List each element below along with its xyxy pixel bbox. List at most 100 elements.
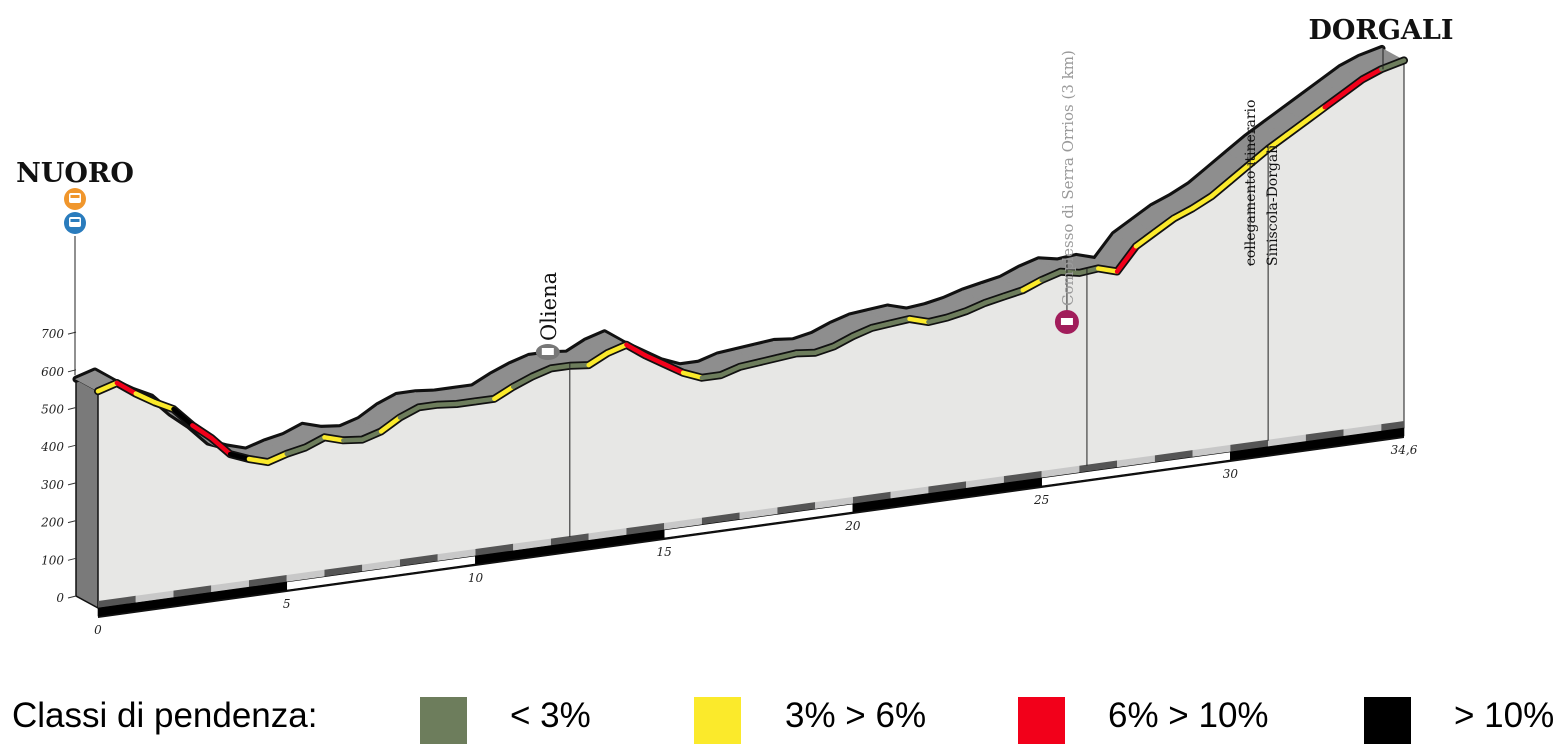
profile-surface <box>72 44 1408 467</box>
legend-swatch-red <box>1018 697 1065 744</box>
y-tick-mark <box>67 595 77 599</box>
bus-glyph-window <box>70 219 80 222</box>
bus-glyph-window <box>70 195 80 198</box>
gradient-segment <box>737 360 761 370</box>
distance-band-segment <box>815 496 853 510</box>
gradient-segment <box>548 363 573 371</box>
distance-band-segment <box>890 486 929 499</box>
gradient-segment <box>794 350 818 356</box>
gradient-segment <box>1341 77 1365 96</box>
gradient-segment <box>95 380 120 394</box>
legend-title: Classi di pendenza: <box>12 696 318 735</box>
y-tick-mark <box>67 557 77 561</box>
gradient-segment <box>435 401 459 407</box>
gradient-segment <box>1020 277 1044 293</box>
gradient-segment <box>359 429 384 442</box>
gradient-segment <box>454 399 478 407</box>
gradient-segment <box>265 451 289 465</box>
y-tick-label: 300 <box>41 478 64 492</box>
gradient-segment <box>926 315 950 325</box>
gradient-segment <box>1001 287 1026 299</box>
gradient-segment <box>1284 118 1309 138</box>
distance-band-block <box>1230 427 1405 461</box>
gradient-segment <box>643 353 667 367</box>
gradient-segment <box>171 406 195 428</box>
town-hall-glyph <box>541 348 554 355</box>
gradient-segment <box>1114 244 1139 274</box>
gradient-segment <box>1322 91 1346 110</box>
y-tick-label: 100 <box>41 553 64 567</box>
gradient-segment <box>1171 206 1195 221</box>
distance-band-segment <box>324 564 363 577</box>
gradient-segment <box>888 316 912 326</box>
gradient-segment <box>850 325 875 339</box>
annotation-label-oliena: Oliena <box>537 272 561 341</box>
gradient-segment <box>378 415 403 434</box>
y-tick-mark <box>67 482 77 486</box>
y-tick-mark <box>67 407 77 410</box>
gradient-segment <box>1077 266 1101 276</box>
annotation-label-collegamento: collegamento itinerario <box>1243 100 1259 266</box>
gradient-segment <box>567 362 591 369</box>
gradient-segment <box>190 423 214 441</box>
x-tick-label: 10 <box>468 571 484 585</box>
profile-side-face <box>75 377 99 610</box>
gradient-segment <box>624 342 648 358</box>
gradient-legend: Classi di pendenza: < 3% 3% > 6% 6% > 10… <box>0 690 1558 744</box>
gradient-segment <box>699 372 724 380</box>
y-tick-mark <box>67 520 77 524</box>
distance-band-segment <box>1041 465 1080 478</box>
gradient-segment <box>473 396 497 404</box>
gradient-segment <box>1039 269 1063 283</box>
y-tick-label: 600 <box>41 365 64 379</box>
legend-swatch-black <box>1364 697 1411 744</box>
distance-band-segment <box>1343 424 1382 437</box>
distance-band-segment <box>550 533 589 546</box>
gradient-segment <box>227 451 252 462</box>
archaeological-site-glyph <box>1060 318 1073 325</box>
annotation-label-collegamento: Siniscola-Dorgali <box>1265 144 1281 266</box>
gradient-segment <box>1190 194 1214 211</box>
distance-band-segment <box>626 522 665 536</box>
gradient-segment <box>775 351 799 361</box>
distance-axis: 0 5 10 15 20 25 30 34,6 <box>94 421 1418 637</box>
legend-label-green: < 3% <box>510 696 591 735</box>
distance-band-segment <box>1079 460 1118 473</box>
distance-band-segment <box>513 538 551 551</box>
annotation-label-serra-orrios: Complesso di Serra Orrios (3 km) <box>1059 50 1077 306</box>
x-tick-label: 15 <box>657 545 672 559</box>
end-town-label: DORGALI <box>1309 15 1454 46</box>
y-tick-label: 0 <box>56 591 64 605</box>
gradient-segment <box>246 456 271 465</box>
gradient-segment <box>963 300 988 314</box>
gradient-segment <box>1246 146 1271 167</box>
distance-band-segment <box>1003 470 1042 484</box>
distance-band-segment <box>211 580 249 593</box>
gradient-segment <box>1265 132 1290 152</box>
gradient-segment <box>341 437 365 443</box>
legend-label-red: 6% > 10% <box>1108 696 1269 735</box>
y-tick-mark <box>67 444 77 448</box>
distance-band-segment <box>1117 455 1155 468</box>
distance-band-segment <box>588 528 627 541</box>
gradient-segment <box>1096 266 1120 274</box>
distance-band-segment <box>98 595 136 608</box>
y-tick-label: 400 <box>40 440 64 454</box>
gradient-segment <box>114 380 138 396</box>
gradient-segment <box>397 405 422 420</box>
distance-band-segment <box>739 507 778 520</box>
distance-band-segment <box>135 590 174 603</box>
gradient-segment <box>492 384 516 402</box>
y-tick-label: 500 <box>41 403 64 417</box>
distance-band-segment <box>1305 429 1344 442</box>
gradient-segment <box>812 344 837 355</box>
legend-label-yellow: 3% > 6% <box>785 696 927 735</box>
gradient-segment <box>510 374 535 390</box>
elevation-axis: 0 100 200 300 400 500 600 700 <box>40 327 77 605</box>
gradient-segment <box>605 342 629 356</box>
distance-band-segment <box>362 559 400 572</box>
gradient-segment <box>416 402 440 410</box>
gradient-segment <box>208 435 233 457</box>
start-town-label: NUORO <box>16 158 134 189</box>
